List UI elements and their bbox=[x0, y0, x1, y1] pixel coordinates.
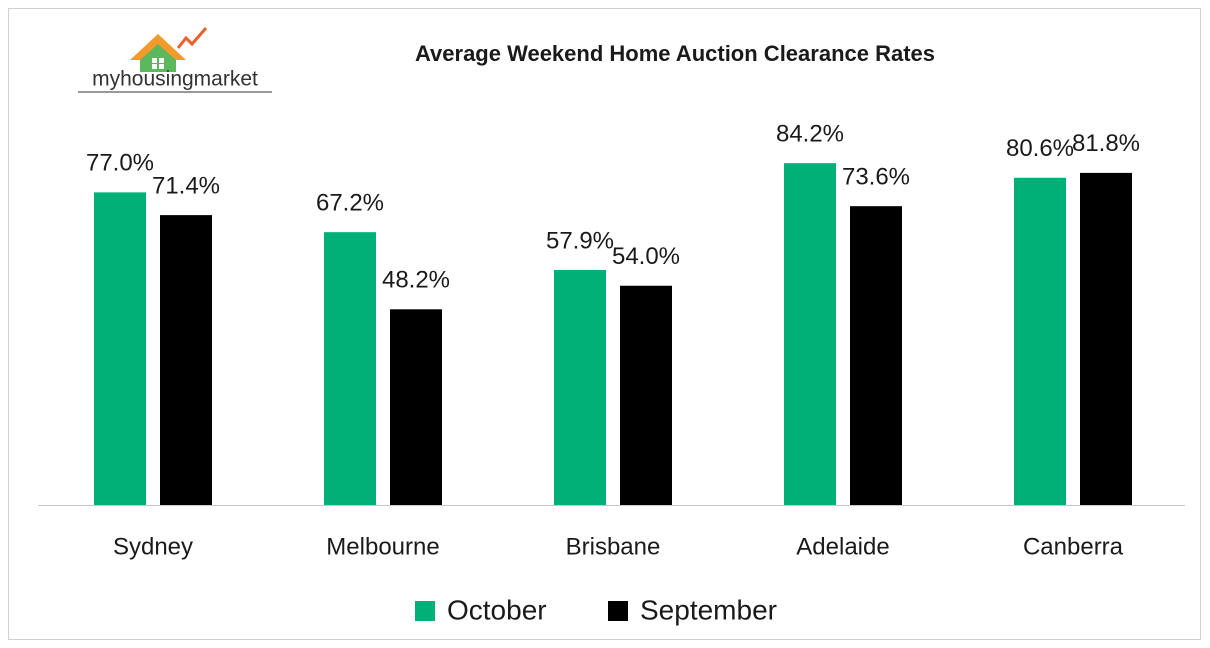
logo-text: myhousingmarket bbox=[92, 68, 258, 91]
bar bbox=[1080, 172, 1132, 505]
bar bbox=[850, 206, 902, 505]
value-label: 67.2% bbox=[316, 190, 384, 217]
value-label: 84.2% bbox=[776, 120, 844, 147]
bar bbox=[94, 192, 146, 505]
bar bbox=[620, 285, 672, 505]
bar bbox=[390, 309, 442, 505]
value-label: 73.6% bbox=[842, 164, 910, 191]
bar bbox=[160, 215, 212, 505]
bar bbox=[1014, 177, 1066, 505]
bar bbox=[784, 163, 836, 505]
x-tick-label: Adelaide bbox=[796, 533, 889, 560]
value-label: 48.2% bbox=[382, 267, 450, 294]
legend-swatch bbox=[608, 601, 628, 621]
bar bbox=[324, 232, 376, 505]
legend-label: September bbox=[640, 594, 777, 625]
bar bbox=[554, 269, 606, 505]
x-tick-label: Melbourne bbox=[326, 533, 439, 560]
value-label: 71.4% bbox=[152, 172, 220, 199]
chart-title: Average Weekend Home Auction Clearance R… bbox=[415, 41, 935, 66]
logo-icon bbox=[130, 27, 208, 72]
x-tick-label: Canberra bbox=[1023, 533, 1124, 560]
x-tick-label: Sydney bbox=[113, 533, 193, 560]
legend-label: October bbox=[447, 594, 547, 625]
value-label: 77.0% bbox=[86, 150, 154, 177]
value-label: 80.6% bbox=[1006, 135, 1074, 162]
value-label: 54.0% bbox=[612, 243, 680, 270]
x-tick-label: Brisbane bbox=[566, 533, 661, 560]
value-label: 81.8% bbox=[1072, 130, 1140, 157]
value-label: 57.9% bbox=[546, 227, 614, 254]
legend-swatch bbox=[415, 601, 435, 621]
